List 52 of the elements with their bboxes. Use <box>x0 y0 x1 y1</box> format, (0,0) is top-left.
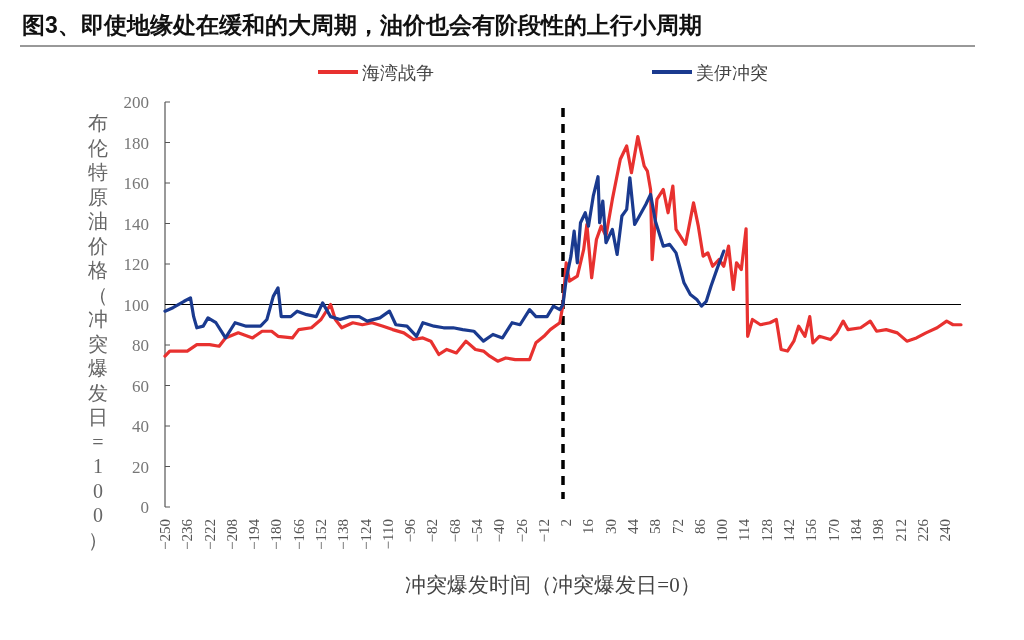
x-tick-label: 30 <box>602 519 619 534</box>
x-tick-label: 100 <box>714 519 731 542</box>
x-tick-label: 72 <box>669 519 686 534</box>
x-tick-label: −40 <box>491 519 508 543</box>
x-tick-label: 184 <box>847 518 864 542</box>
x-tick-label: 142 <box>781 519 798 542</box>
x-tick-label: −124 <box>357 518 374 550</box>
x-tick-label: 198 <box>870 519 887 542</box>
x-tick-label: −250 <box>157 519 173 550</box>
x-tick-label: 240 <box>937 519 954 542</box>
x-tick-label: −152 <box>313 519 330 550</box>
x-tick-label: −236 <box>179 518 196 550</box>
y-tick-label: 40 <box>132 417 149 436</box>
x-tick-label: −96 <box>402 518 419 543</box>
y-tick-label: 60 <box>132 376 149 396</box>
y-tick-label: 160 <box>123 174 149 193</box>
x-tick-label: 128 <box>758 519 775 542</box>
x-tick-label: −110 <box>379 519 396 550</box>
x-tick-label: 16 <box>580 518 597 534</box>
chart-title: 图3、即使地缘处在缓和的大周期，油价也会有阶段性的上行小周期 <box>22 12 702 38</box>
x-tick-label: 170 <box>825 519 842 542</box>
x-tick-label: −222 <box>201 519 218 550</box>
x-tick-label: −68 <box>446 519 463 543</box>
x-tick-label: 2 <box>558 519 575 527</box>
x-tick-label: −194 <box>246 518 263 550</box>
y-tick-label: 140 <box>123 214 149 234</box>
y-tick-label: 80 <box>132 336 149 355</box>
x-tick-label: −166 <box>290 518 307 550</box>
x-tick-label: −180 <box>268 519 285 550</box>
x-tick-label: −138 <box>335 519 352 550</box>
x-axis-title: 冲突爆发时间（冲突爆发日=0） <box>405 573 701 597</box>
legend-label: 美伊冲突 <box>696 63 768 83</box>
x-tick-label: −54 <box>469 518 486 543</box>
y-tick-label: 100 <box>123 295 149 315</box>
x-tick-label: 58 <box>647 519 664 534</box>
y-tick-label: 120 <box>123 255 149 274</box>
y-tick-label: 20 <box>132 457 149 477</box>
x-tick-label: −26 <box>513 518 530 543</box>
x-tick-label: 86 <box>691 518 708 534</box>
x-tick-label: 44 <box>625 518 642 534</box>
x-tick-label: −82 <box>424 519 441 543</box>
x-tick-label: −12 <box>535 519 552 543</box>
y-tick-label: 0 <box>140 498 149 517</box>
y-tick-label: 200 <box>123 93 149 112</box>
x-tick-label: −208 <box>223 519 240 550</box>
x-tick-label: 156 <box>803 518 820 542</box>
x-tick-label: 226 <box>914 518 931 542</box>
x-tick-label: 212 <box>892 519 909 542</box>
y-tick-label: 180 <box>123 133 149 153</box>
text: 布伦特原油价格（冲突爆发日=100） <box>88 112 108 551</box>
legend-label: 海湾战争 <box>362 63 434 83</box>
x-tick-label: 114 <box>736 518 753 541</box>
